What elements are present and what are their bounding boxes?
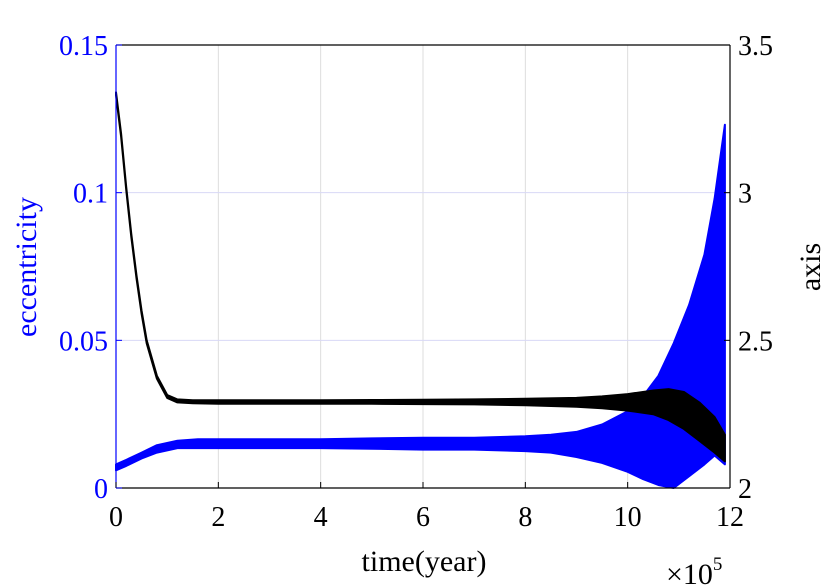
tick-layer: 0 2 4 6 8 10 12 0 0.05 0.1 0.15 2 2.5 3 3.5 [59, 31, 773, 533]
x-axis-label: time(year) [362, 545, 487, 578]
x-tick-label-5: 10 [614, 502, 642, 533]
x-axis-multiplier: ×105 [666, 554, 722, 588]
x-tick-label-3: 6 [416, 502, 430, 533]
x-multiplier-exponent: 5 [713, 554, 723, 575]
right-tick-label-2: 3 [738, 179, 752, 210]
left-tick-label-3: 0.15 [59, 31, 108, 62]
x-multiplier-base: ×10 [666, 558, 713, 588]
right-tick-label-0: 2 [738, 474, 752, 505]
eccentricity-series-band [115, 123, 726, 489]
right-tick-label-1: 2.5 [738, 326, 773, 357]
x-tick-label-2: 4 [314, 502, 328, 533]
grid-lines [116, 45, 730, 488]
right-tick-label-3: 3.5 [738, 31, 773, 62]
left-tick-label-2: 0.1 [73, 179, 108, 210]
x-tick-label-6: 12 [716, 502, 744, 533]
left-axis-label: eccentricity [10, 197, 43, 337]
left-tick-label-0: 0 [94, 474, 108, 505]
series-layer [115, 91, 726, 489]
axis-series-band [115, 91, 726, 463]
x-tick-label-4: 8 [518, 502, 532, 533]
left-tick-label-1: 0.05 [59, 326, 108, 357]
right-axis-label: axis [794, 243, 827, 291]
x-tick-label-1: 2 [211, 502, 225, 533]
x-tick-label-0: 0 [109, 502, 123, 533]
